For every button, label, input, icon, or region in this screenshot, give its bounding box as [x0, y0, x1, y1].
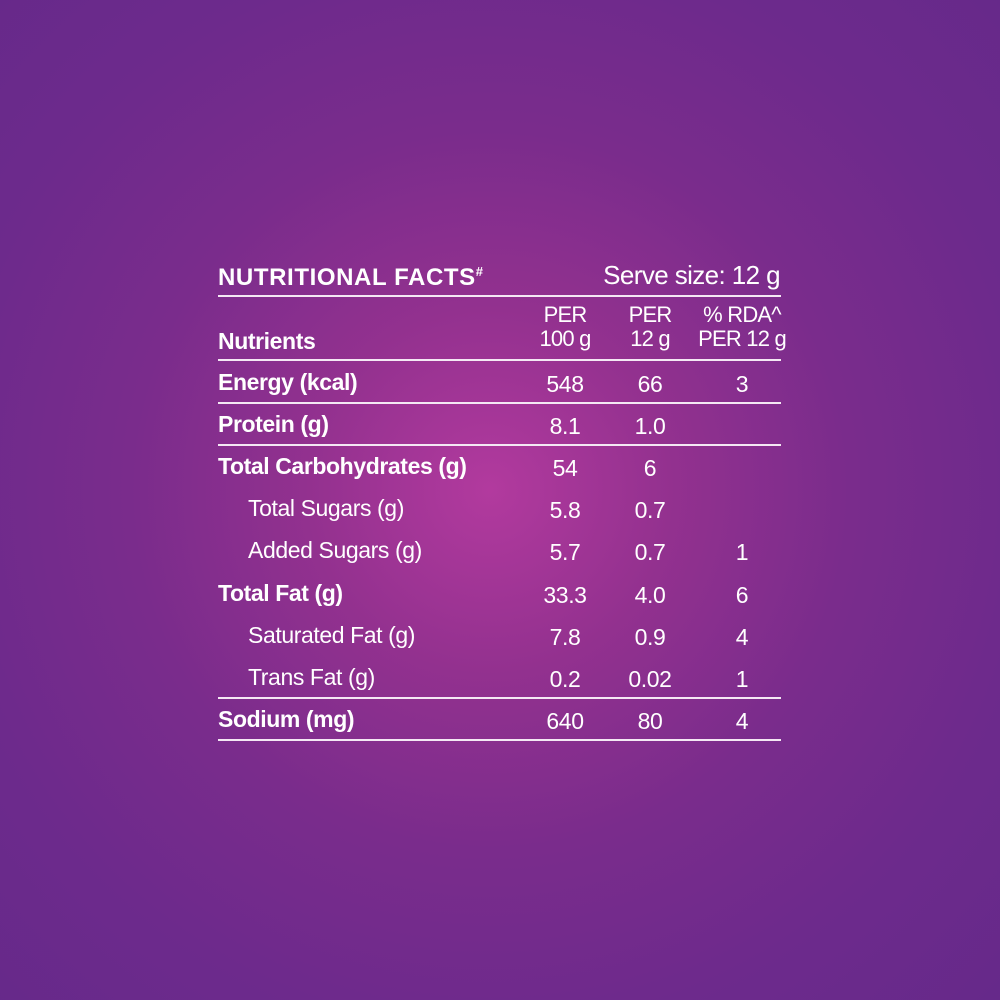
- column-header: PER 12 g: [698, 326, 787, 351]
- column-header: Nutrients: [218, 328, 316, 354]
- cell: 3: [735, 371, 749, 397]
- row-label: Total Carbohydrates (g): [218, 453, 467, 480]
- cell: 1.0: [634, 413, 666, 440]
- rule: [218, 696, 781, 699]
- column-header: PER: [628, 302, 673, 327]
- cell: 0.2: [549, 665, 581, 692]
- row-label: Sodium (mg): [218, 705, 355, 732]
- cell: 4: [735, 623, 749, 650]
- title: NUTRITIONAL FACTS#: [218, 265, 484, 290]
- rule: [218, 738, 781, 741]
- cell: 5.7: [549, 539, 581, 566]
- cell: 4.0: [634, 581, 666, 608]
- title-mark: #: [475, 264, 484, 279]
- cell: 33.3: [543, 581, 587, 608]
- rule: [218, 402, 781, 404]
- cell: 0.02: [628, 665, 672, 692]
- cell: 1: [735, 539, 749, 566]
- cell: 66: [637, 371, 663, 397]
- cell: 7.8: [549, 623, 581, 650]
- cell: 1: [735, 665, 749, 692]
- serve-size: Serve size: 12 g: [603, 260, 780, 290]
- cell: 80: [637, 707, 663, 734]
- cell: 640: [546, 707, 584, 734]
- cell: 0.9: [634, 623, 666, 650]
- sub-row-label: Saturated Fat (g): [248, 621, 416, 648]
- cell: 4: [735, 707, 749, 734]
- column-header: 100 g: [539, 326, 591, 351]
- sub-row-label: Total Sugars (g): [248, 495, 404, 522]
- rule: [218, 359, 781, 361]
- cell: 548: [546, 371, 584, 397]
- rule: [218, 295, 781, 297]
- sub-row-label: Trans Fat (g): [248, 663, 375, 690]
- column-header: PER: [543, 302, 588, 327]
- cell: 54: [552, 455, 578, 482]
- cell: 0.7: [634, 497, 666, 524]
- title-text: NUTRITIONAL FACTS: [218, 264, 476, 291]
- cell: 6: [735, 581, 749, 608]
- cell: 8.1: [549, 413, 581, 440]
- column-header: % RDA^: [703, 302, 781, 327]
- cell: 6: [643, 455, 657, 482]
- cell: 5.8: [549, 497, 581, 524]
- row-label: Total Fat (g): [218, 579, 343, 606]
- row-label: Protein (g): [218, 411, 329, 438]
- rule: [218, 444, 781, 447]
- sub-row-label: Added Sugars (g): [248, 537, 422, 564]
- cell: 0.7: [634, 539, 666, 566]
- row-label: Energy (kcal): [218, 369, 358, 395]
- column-header: 12 g: [630, 326, 670, 351]
